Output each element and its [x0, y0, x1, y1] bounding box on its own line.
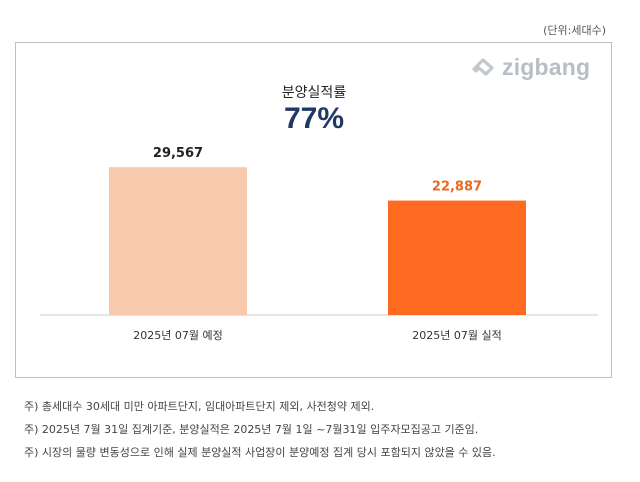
- bar: [388, 200, 526, 315]
- footnote: 주) 총세대수 30세대 미만 아파트단지, 임대아파트단지 제외, 사전청약 …: [24, 400, 375, 413]
- bar-chart: 29,567 2025년 07월 예정 22,887 2025년 07월 실적: [40, 146, 598, 342]
- footnotes: 주) 총세대수 30세대 미만 아파트단지, 임대아파트단지 제외, 사전청약 …: [24, 395, 496, 464]
- unit-label: (단위:세대수): [543, 24, 606, 37]
- zigbang-logo-icon: [472, 58, 494, 76]
- bar-value-label: 29,567: [153, 146, 203, 161]
- rate-value: 77%: [283, 102, 345, 135]
- footnote: 주) 2025년 7월 31일 집계기준, 분양실적은 2025년 7월 1일 …: [24, 423, 479, 436]
- bar-value-label: 22,887: [432, 180, 482, 195]
- category-label: 2025년 07월 예정: [133, 329, 222, 342]
- footnote: 주) 시장의 물량 변동성으로 인해 실제 분양실적 사업장이 분양예정 집계 …: [24, 446, 496, 459]
- bar: [109, 167, 247, 315]
- chart-title: 분양실적률: [281, 85, 347, 101]
- zigbang-logo: zigbang: [470, 52, 600, 82]
- zigbang-logo-text: zigbang: [502, 53, 591, 80]
- category-label: 2025년 07월 실적: [412, 329, 501, 342]
